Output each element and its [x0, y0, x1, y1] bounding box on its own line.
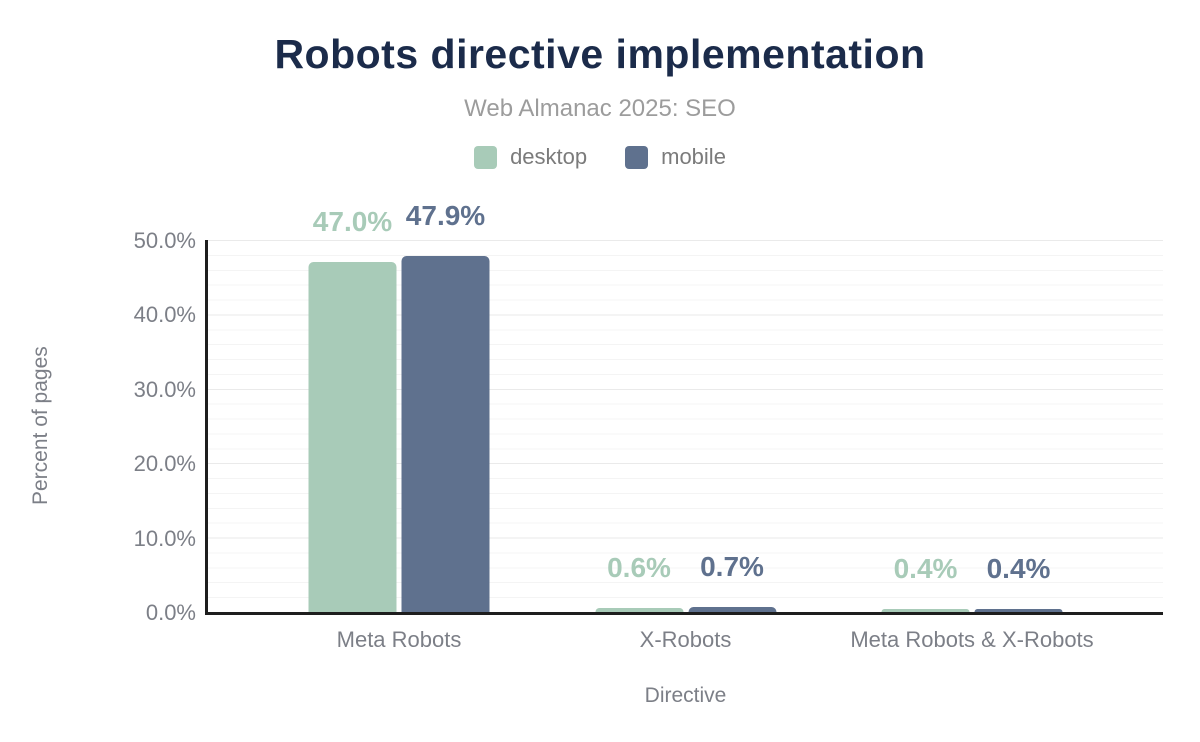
- bar-group-0: 47.0% 47.9%: [308, 201, 490, 612]
- bar-value-label-desktop: 0.6%: [607, 551, 671, 583]
- legend-label: desktop: [510, 144, 588, 170]
- bar-value-label-mobile: 0.4%: [986, 553, 1051, 584]
- y-tick-label: 20.0%: [133, 451, 196, 477]
- y-tick-label: 40.0%: [133, 302, 196, 328]
- bar-desktop: 0.6%: [595, 553, 683, 612]
- legend-item-desktop: desktop: [474, 144, 587, 170]
- bar-desktop: 47.0%: [308, 208, 397, 612]
- bar-group-1: 0.6% 0.7%: [595, 552, 776, 612]
- y-tick-label: 0.0%: [145, 600, 196, 625]
- chart-title: Robots directive implementation: [274, 31, 926, 77]
- y-axis-ticks: 0.0% 10.0% 20.0% 30.0% 40.0% 50.0%: [0, 230, 196, 624]
- bar-value-label-desktop: 0.4%: [893, 553, 958, 584]
- y-tick-label: 10.0%: [133, 525, 196, 551]
- x-tick-label: X-Robots: [639, 627, 732, 652]
- legend-swatch-mobile: [625, 145, 649, 169]
- x-tick-label: Meta Robots: [336, 627, 462, 652]
- bar-desktop: 0.4%: [881, 555, 970, 612]
- x-tick-label: Meta Robots & X-Robots: [850, 627, 1094, 652]
- chart-subtitle: Web Almanac 2025: SEO: [464, 95, 736, 123]
- plot-area: 47.0% 47.9% 0.6% 0.7% 0.4% 0.4%: [205, 201, 1163, 615]
- y-tick-label: 50.0%: [133, 228, 196, 253]
- legend-item-mobile: mobile: [625, 144, 726, 170]
- bar-group-2: 0.4% 0.4%: [881, 555, 1063, 612]
- legend-label: mobile: [661, 144, 726, 170]
- bar-mobile: 0.7%: [688, 552, 776, 612]
- x-axis-title: Directive: [644, 684, 727, 707]
- legend-swatch-desktop: [474, 145, 498, 169]
- bar-value-label-mobile: 0.7%: [700, 550, 764, 582]
- bar-value-label-mobile: 47.9%: [405, 199, 486, 231]
- legend: desktop mobile: [0, 144, 1200, 170]
- bar-mobile: 47.9%: [401, 201, 490, 612]
- x-axis-ticks: Meta Robots X-Robots Meta Robots & X-Robot…: [208, 629, 1163, 655]
- bar-mobile: 0.4%: [974, 555, 1063, 612]
- y-tick-label: 30.0%: [133, 376, 196, 402]
- bar-value-label-desktop: 47.0%: [312, 206, 393, 238]
